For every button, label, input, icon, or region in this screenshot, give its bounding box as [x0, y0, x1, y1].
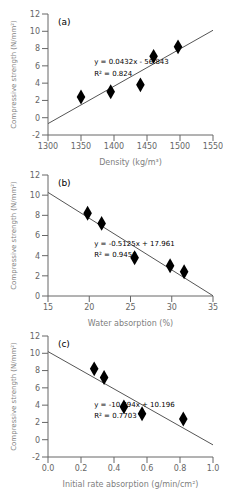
svg-text:-2: -2: [32, 453, 40, 462]
html-text:(c): (c): [57, 338, 70, 349]
svg-text:6: 6: [35, 62, 40, 71]
html-text:(b): (b): [57, 177, 71, 188]
svg-text:Compressive strength (N/mm²): Compressive strength (N/mm²): [10, 181, 18, 290]
svg-text:0: 0: [35, 114, 40, 123]
svg-text:1500: 1500: [170, 142, 190, 151]
svg-text:Compressive strength (N/mm²): Compressive strength (N/mm²): [10, 20, 18, 129]
svg-text:1450: 1450: [137, 142, 157, 151]
svg-text:0.2: 0.2: [75, 464, 88, 473]
svg-text:4: 4: [35, 252, 40, 261]
svg-text:6: 6: [35, 231, 40, 240]
svg-text:35: 35: [208, 303, 218, 312]
html-text:R² = 0.824: R² = 0.824: [94, 69, 133, 78]
html-text:y = -10.794x + 10.196: y = -10.794x + 10.196: [94, 400, 175, 409]
svg-text:0.8: 0.8: [174, 464, 187, 473]
svg-text:10: 10: [30, 349, 40, 358]
svg-text:Compressive strength (N/mm²): Compressive strength (N/mm²): [10, 342, 18, 451]
svg-text:10: 10: [30, 27, 40, 36]
svg-text:8: 8: [35, 366, 40, 375]
svg-text:1400: 1400: [104, 142, 124, 151]
svg-text:1550: 1550: [203, 142, 223, 151]
svg-text:30: 30: [167, 303, 177, 312]
svg-text:2: 2: [35, 272, 40, 281]
svg-text:12: 12: [30, 171, 40, 180]
svg-text:2: 2: [35, 418, 40, 427]
svg-text:1300: 1300: [38, 142, 58, 151]
svg-text:2: 2: [35, 96, 40, 105]
svg-text:10: 10: [30, 191, 40, 200]
svg-text:15: 15: [43, 303, 53, 312]
html-text:y = 0.0432x - 56.843: y = 0.0432x - 56.843: [94, 58, 169, 67]
svg-text:12: 12: [30, 10, 40, 19]
svg-text:0: 0: [35, 292, 40, 301]
svg-text:Water absorption (%): Water absorption (%): [88, 319, 173, 328]
svg-text:0.0: 0.0: [42, 464, 55, 473]
svg-text:12: 12: [30, 332, 40, 341]
svg-text:1.0: 1.0: [207, 464, 220, 473]
svg-text:0: 0: [35, 436, 40, 445]
svg-text:4: 4: [35, 79, 40, 88]
html-text:(a): (a): [57, 16, 71, 27]
svg-text:-2: -2: [32, 131, 40, 140]
svg-text:8: 8: [35, 44, 40, 53]
html-text:R² = 0.9458: R² = 0.9458: [94, 251, 137, 259]
svg-text:25: 25: [125, 303, 135, 312]
svg-text:20: 20: [84, 303, 94, 312]
svg-text:8: 8: [35, 211, 40, 220]
svg-text:6: 6: [35, 384, 40, 393]
html-text:R² = 0.7703: R² = 0.7703: [94, 412, 137, 420]
svg-text:Initial rate absorption (g/min: Initial rate absorption (g/min/cm²): [63, 480, 199, 489]
svg-text:0.4: 0.4: [108, 464, 121, 473]
svg-text:1350: 1350: [71, 142, 91, 151]
svg-text:0.6: 0.6: [141, 464, 154, 473]
html-text:y = -0.5125x + 17.961: y = -0.5125x + 17.961: [94, 239, 175, 248]
svg-text:4: 4: [35, 401, 40, 410]
svg-text:Density (kg/m³): Density (kg/m³): [99, 158, 162, 167]
